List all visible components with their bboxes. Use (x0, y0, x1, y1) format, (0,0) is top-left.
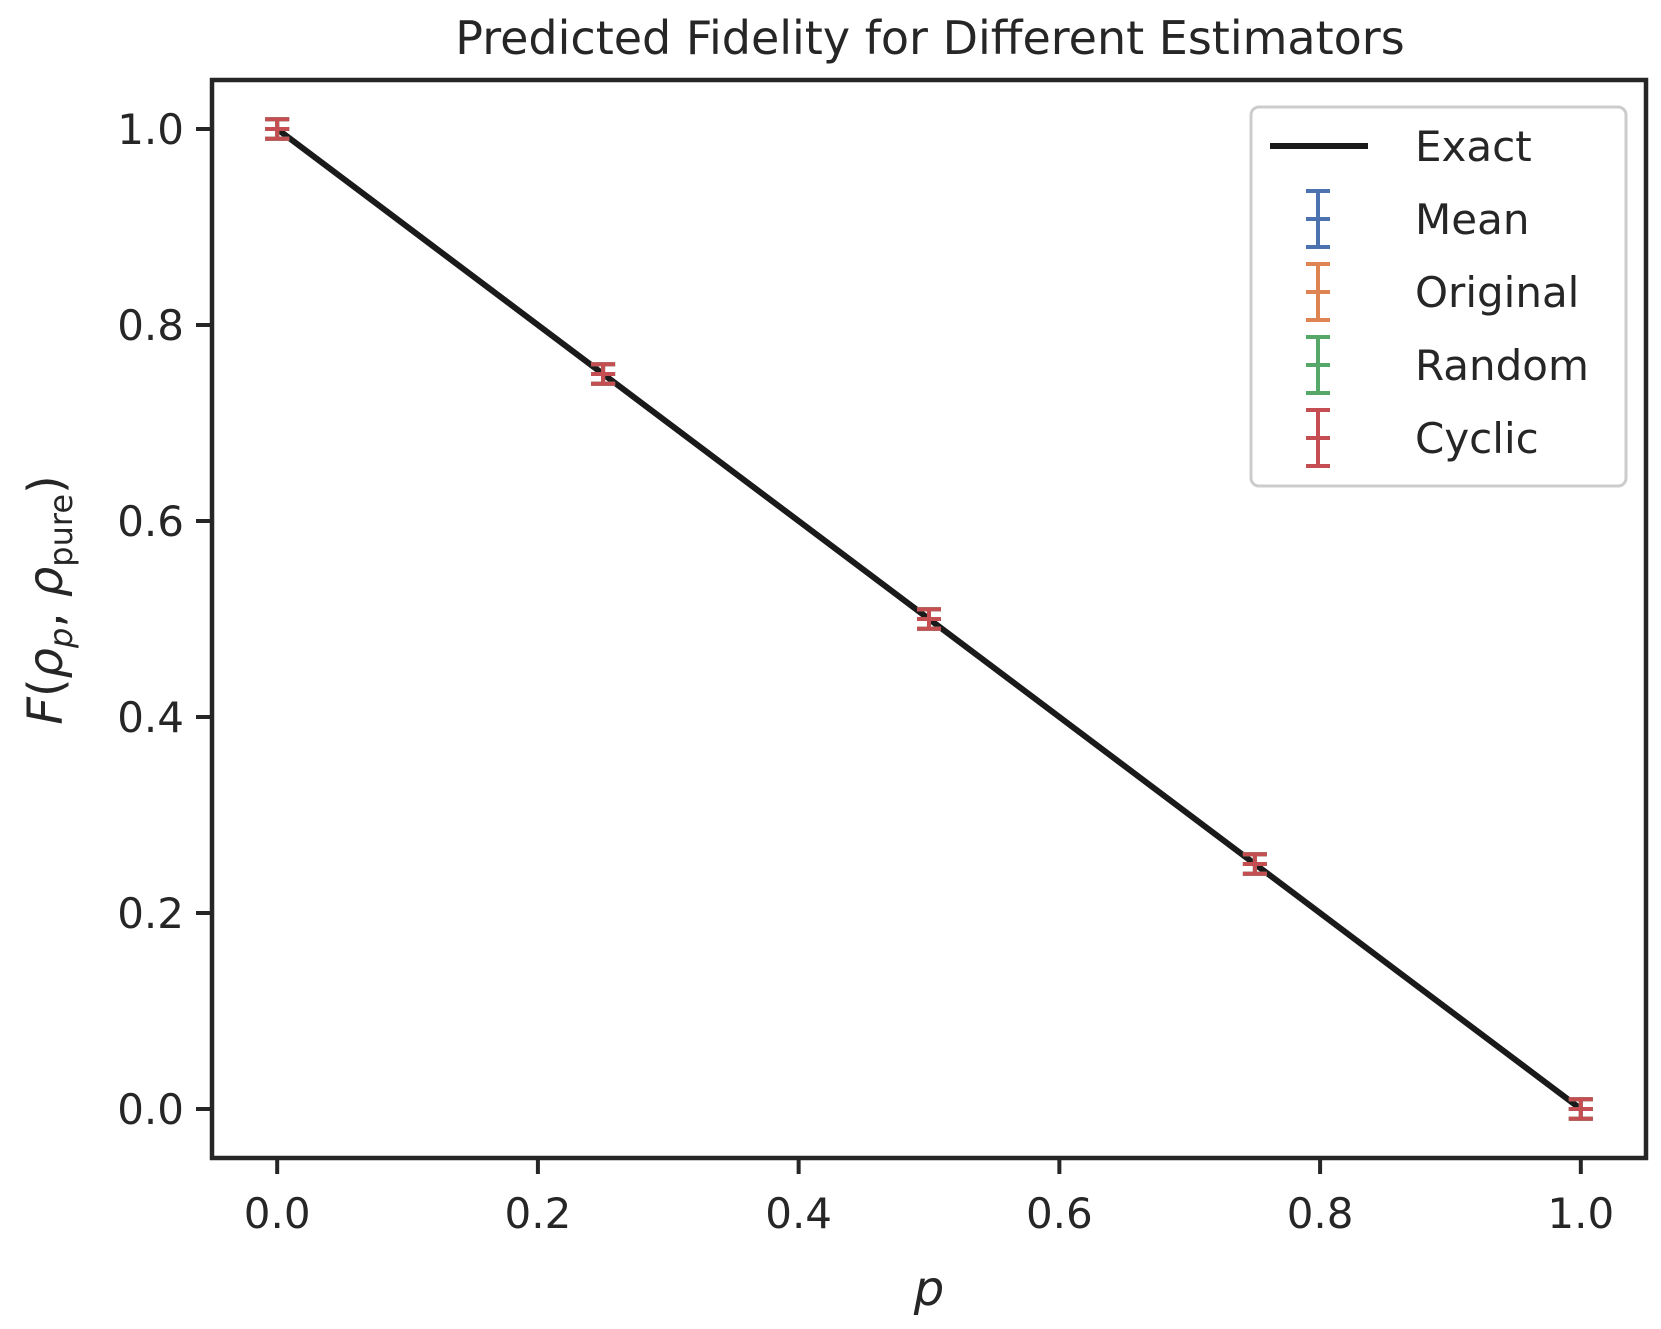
y-tick-label: 0.2 (117, 889, 184, 938)
plot-frame (209, 77, 1649, 1161)
legend-item-mean: Mean (1306, 189, 1529, 249)
y-axis-label: F(ρp, ρpure) (18, 475, 80, 725)
y-label-comma: , (18, 597, 74, 628)
x-axis-label: p (913, 1261, 944, 1317)
point-cyclic (917, 607, 941, 631)
y-label-sub1: p (42, 628, 80, 649)
legend-label: Original (1415, 268, 1579, 317)
point-cyclic (591, 362, 616, 386)
x-tick-label: 1.0 (1547, 1189, 1614, 1238)
x-tick-label: 0.0 (244, 1189, 311, 1238)
y-label-rho1: ρ (18, 648, 74, 678)
data-markers (265, 117, 1593, 1121)
y-label-open: ( (18, 678, 74, 697)
point-cyclic (1242, 852, 1267, 876)
y-tick-label: 0.4 (117, 693, 184, 742)
x-tick-label: 0.6 (1026, 1189, 1093, 1238)
legend-label: Exact (1415, 122, 1532, 171)
y-tick-label: 0.8 (117, 301, 184, 350)
legend: Exact Mean Original Random Cyclic (1249, 105, 1628, 488)
legend-item-cyclic: Cyclic (1306, 408, 1539, 468)
y-axis: 0.0 0.2 0.4 0.6 0.8 1.0 (117, 105, 212, 1134)
point-cyclic (1568, 1097, 1593, 1121)
y-label-rho2: ρ (18, 567, 74, 597)
y-tick-label: 0.6 (117, 497, 184, 546)
x-tick-label: 0.8 (1287, 1189, 1354, 1238)
x-axis: 0.0 0.2 0.4 0.6 0.8 1.0 (244, 1158, 1614, 1238)
point-cyclic (265, 117, 290, 141)
chart-title: Predicted Fidelity for Different Estimat… (455, 11, 1404, 65)
y-tick-label: 0.0 (117, 1085, 184, 1134)
legend-item-random: Random (1306, 335, 1589, 395)
legend-items: Exact Mean Original Random Cyclic (1270, 122, 1589, 468)
legend-label: Random (1415, 341, 1589, 390)
legend-label: Cyclic (1415, 414, 1539, 463)
y-label-close: ) (18, 475, 74, 494)
y-label-sub2: pure (42, 494, 80, 567)
legend-item-original: Original (1306, 262, 1579, 322)
y-tick-label: 1.0 (117, 105, 184, 154)
x-tick-label: 0.4 (765, 1189, 832, 1238)
y-label-f: F (18, 696, 74, 725)
legend-item-exact: Exact (1270, 122, 1532, 171)
legend-label: Mean (1415, 195, 1529, 244)
x-tick-label: 0.2 (505, 1189, 572, 1238)
legend-box (1249, 105, 1628, 488)
